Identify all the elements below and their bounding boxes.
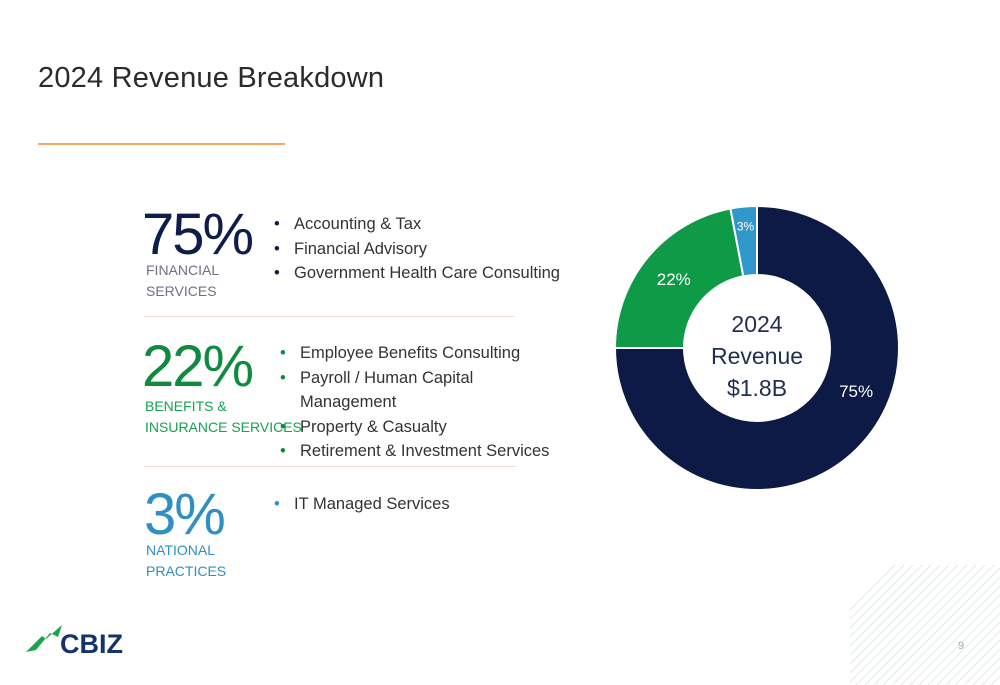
- list-item: IT Managed Services: [274, 492, 450, 517]
- donut-slices: [613, 204, 900, 491]
- donut-center-line1: 2024: [731, 311, 782, 337]
- segment-label-line2: PRACTICES: [146, 563, 227, 579]
- cbiz-logo: CBIZ: [26, 625, 123, 659]
- decorative-hatch-lines: [850, 565, 1000, 685]
- logo-swoosh-icon: [26, 625, 62, 652]
- segment-financial-services: 75% FINANCIAL SERVICES Accounting & Tax …: [0, 200, 560, 310]
- list-item: Payroll / Human Capital Management: [280, 366, 560, 415]
- section-divider: [144, 466, 516, 467]
- donut-slice-label-2: 22%: [657, 270, 691, 289]
- list-item: Employee Benefits Consulting: [280, 341, 560, 366]
- segment-label-line1: FINANCIAL: [146, 262, 220, 278]
- list-item: Retirement & Investment Services: [280, 439, 560, 464]
- list-item: Property & Casualty: [280, 415, 560, 440]
- segment-label-line2: INSURANCE SERVICES: [145, 419, 302, 435]
- list-item: Financial Advisory: [274, 237, 560, 262]
- segment-label-line2: SERVICES: [146, 283, 217, 299]
- segment-percent: 75%: [142, 202, 254, 267]
- donut-center-line2: Revenue: [711, 343, 803, 369]
- segment-label: NATIONAL PRACTICES: [146, 540, 226, 582]
- revenue-donut-chart: 75% 22% 3% 2024 Revenue $1.8B: [613, 204, 900, 491]
- segment-services-list: IT Managed Services: [274, 492, 450, 517]
- segment-label: BENEFITS & INSURANCE SERVICES: [145, 396, 302, 438]
- page-number: 9: [958, 640, 965, 652]
- donut-slice-2: [613, 207, 745, 349]
- segment-services-list: Employee Benefits Consulting Payroll / H…: [280, 341, 560, 464]
- section-divider: [144, 316, 514, 317]
- logo-text: CBIZ: [60, 629, 123, 659]
- segment-services-list: Accounting & Tax Financial Advisory Gove…: [274, 212, 560, 286]
- donut-center-line3: $1.8B: [727, 375, 787, 401]
- donut-slice-label-1: 75%: [839, 382, 873, 401]
- donut-slice-label-3: 3%: [737, 220, 755, 234]
- donut-slice-3: [729, 204, 758, 278]
- segment-percent: 3%: [144, 482, 226, 547]
- segment-benefits-insurance: 22% BENEFITS & INSURANCE SERVICES Employ…: [0, 330, 560, 464]
- donut-slice-labels: 75% 22% 3%: [657, 220, 873, 401]
- segment-percent: 22%: [142, 334, 254, 399]
- page-title: 2024 Revenue Breakdown: [38, 62, 385, 94]
- segment-label: FINANCIAL SERVICES: [146, 260, 219, 302]
- donut-slice-1: [613, 204, 900, 491]
- segment-national-practices: 3% NATIONAL PRACTICES IT Managed Service…: [0, 480, 560, 590]
- list-item: Government Health Care Consulting: [274, 261, 560, 286]
- segment-label-line1: BENEFITS &: [145, 398, 227, 414]
- title-underline: [38, 143, 285, 145]
- segment-label-line1: NATIONAL: [146, 542, 215, 558]
- list-item: Accounting & Tax: [274, 212, 560, 237]
